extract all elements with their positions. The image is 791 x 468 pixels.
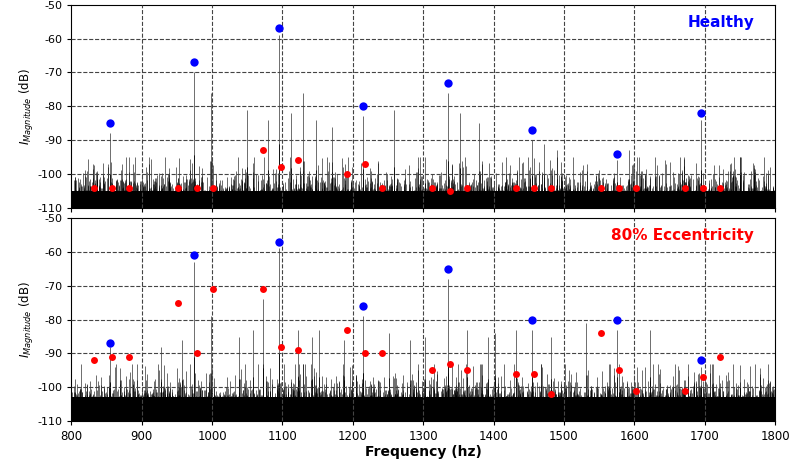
X-axis label: Frequency (hz): Frequency (hz) — [365, 445, 482, 459]
Text: 80% Eccentricity: 80% Eccentricity — [611, 228, 754, 243]
Y-axis label: $I_{Magnitude}$ (dB): $I_{Magnitude}$ (dB) — [17, 281, 36, 358]
Text: Healthy: Healthy — [687, 15, 754, 30]
Y-axis label: $I_{Magnitude}$ (dB): $I_{Magnitude}$ (dB) — [17, 68, 36, 145]
